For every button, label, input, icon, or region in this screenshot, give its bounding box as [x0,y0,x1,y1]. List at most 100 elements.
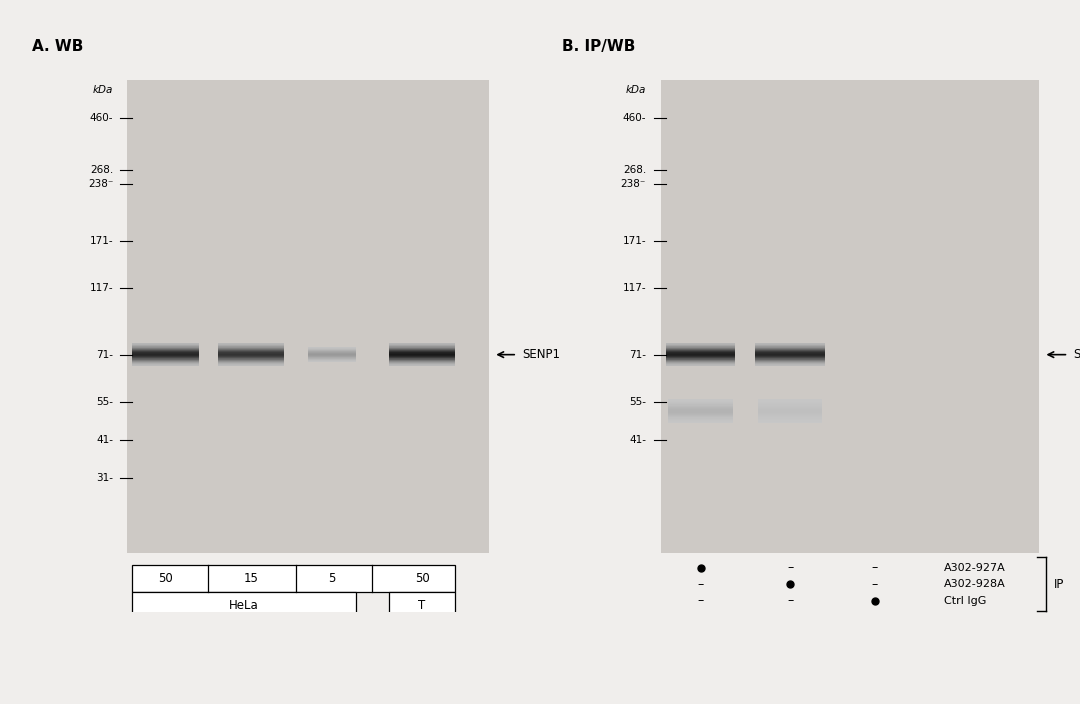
Bar [755,355,825,356]
Bar [389,351,456,352]
Bar [758,401,823,403]
Bar [755,360,825,361]
Bar [132,363,199,365]
Text: 268.: 268. [623,165,646,175]
Bar [308,358,355,360]
Bar [758,415,823,416]
Bar [389,348,456,349]
Bar [758,408,823,410]
Bar [389,360,456,362]
Text: 460-: 460- [622,113,646,123]
Text: 238⁻: 238⁻ [87,180,113,189]
Bar [308,348,355,349]
Text: 460-: 460- [90,113,113,123]
Bar [669,408,733,410]
Bar [669,419,733,421]
Bar [218,350,284,351]
Bar [666,351,735,352]
Bar [308,356,355,357]
Bar [666,346,735,348]
Bar [218,361,284,363]
Bar [758,419,823,421]
Bar [758,403,823,404]
Bar [389,348,456,350]
Bar [132,344,199,346]
Bar [389,358,456,359]
Text: 50: 50 [415,572,430,585]
Bar [218,364,284,365]
Bar [666,344,735,345]
Bar [218,351,284,352]
Bar [308,358,355,359]
Bar [666,355,735,356]
Bar [669,406,733,408]
Bar [132,346,199,347]
Bar [308,360,355,362]
Text: –: – [787,594,793,607]
Bar [218,359,284,360]
Bar [755,359,825,360]
Text: –: – [698,594,704,607]
Bar [758,418,823,420]
Bar [132,348,199,349]
Bar [666,363,735,365]
Bar [389,361,456,363]
Bar [666,356,735,357]
Bar [132,349,199,351]
Bar [127,80,488,553]
Bar [132,355,199,356]
Bar [389,349,456,351]
Bar [389,356,456,358]
Bar [132,358,199,360]
Bar [218,348,284,349]
Bar [389,347,456,348]
Text: T: T [418,598,426,612]
Bar [132,352,199,353]
Bar [218,344,284,346]
Bar [389,354,456,356]
Text: 71-: 71- [96,350,113,360]
Bar [755,353,825,354]
Bar [132,350,199,351]
Bar [666,347,735,348]
Bar [666,360,735,362]
Bar [755,351,825,353]
Bar [132,362,199,363]
Bar [666,353,735,355]
Bar [666,343,735,344]
Bar [218,352,284,353]
Bar [669,415,733,417]
Bar [132,353,199,355]
Bar [666,358,735,359]
Bar [666,362,735,363]
Bar [389,351,456,353]
Bar [132,358,199,359]
Bar [132,345,199,346]
Bar [132,360,199,361]
Bar [755,343,825,344]
Text: 41-: 41- [96,435,113,445]
Bar [308,348,355,349]
Text: 238⁻: 238⁻ [621,180,646,189]
Text: B. IP/WB: B. IP/WB [562,39,635,54]
Bar [758,405,823,407]
Bar [218,360,284,362]
Bar [389,364,456,365]
Bar [758,399,823,401]
Bar [755,348,825,349]
Bar [132,357,199,358]
Text: 5: 5 [328,572,336,585]
Text: kDa: kDa [625,84,646,95]
Bar [308,352,355,353]
Bar [758,417,823,418]
Bar [132,348,199,350]
Bar [308,357,355,358]
Bar [661,80,1039,553]
Bar [218,363,284,365]
Bar [132,344,199,345]
Bar [218,355,284,356]
Bar [218,346,284,347]
Bar [308,347,355,348]
Bar [218,360,284,361]
Bar [308,353,355,354]
